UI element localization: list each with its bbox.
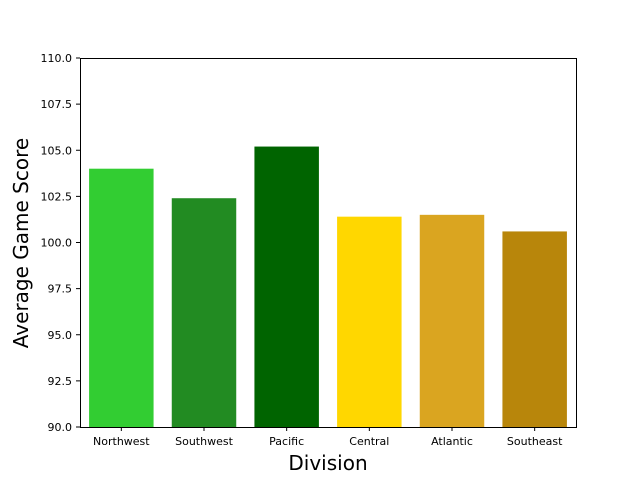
bar-southwest — [171, 198, 237, 427]
plot-frame — [80, 58, 577, 428]
y-tick-label: 92.5 — [48, 375, 73, 388]
bar-atlantic — [419, 214, 485, 427]
y-tick-label: 105.0 — [41, 144, 73, 157]
y-tick-label: 107.5 — [41, 98, 73, 111]
y-tick-label: 95.0 — [48, 329, 73, 342]
bar-central — [337, 216, 402, 427]
x-tick-label: Northwest — [93, 435, 150, 448]
y-tick-label: 100.0 — [41, 237, 73, 250]
x-tick-label: Pacific — [269, 435, 304, 448]
x-axis-title: Division — [288, 451, 367, 475]
y-tick-label: 90.0 — [48, 421, 73, 434]
y-axis: 90.0 92.5 95.0 97.5 100.0 102.5 105.0 107.5 110.… — [41, 52, 80, 434]
bar-southeast — [502, 231, 567, 427]
x-tick-label: Southwest — [175, 435, 233, 448]
x-tick-label: Atlantic — [431, 435, 473, 448]
y-tick-label: 102.5 — [41, 190, 73, 203]
y-axis-title: Average Game Score — [9, 138, 33, 348]
bar-pacific — [254, 146, 319, 427]
y-tick-label: 110.0 — [41, 52, 73, 65]
x-tick-label: Central — [349, 435, 389, 448]
y-tick-label: 97.5 — [48, 283, 73, 296]
x-axis: Northwest Southwest Pacific Central Atlantic… — [93, 427, 563, 448]
x-tick-label: Southeast — [507, 435, 563, 448]
bars-layer — [89, 146, 567, 427]
bar-northwest — [89, 168, 154, 427]
